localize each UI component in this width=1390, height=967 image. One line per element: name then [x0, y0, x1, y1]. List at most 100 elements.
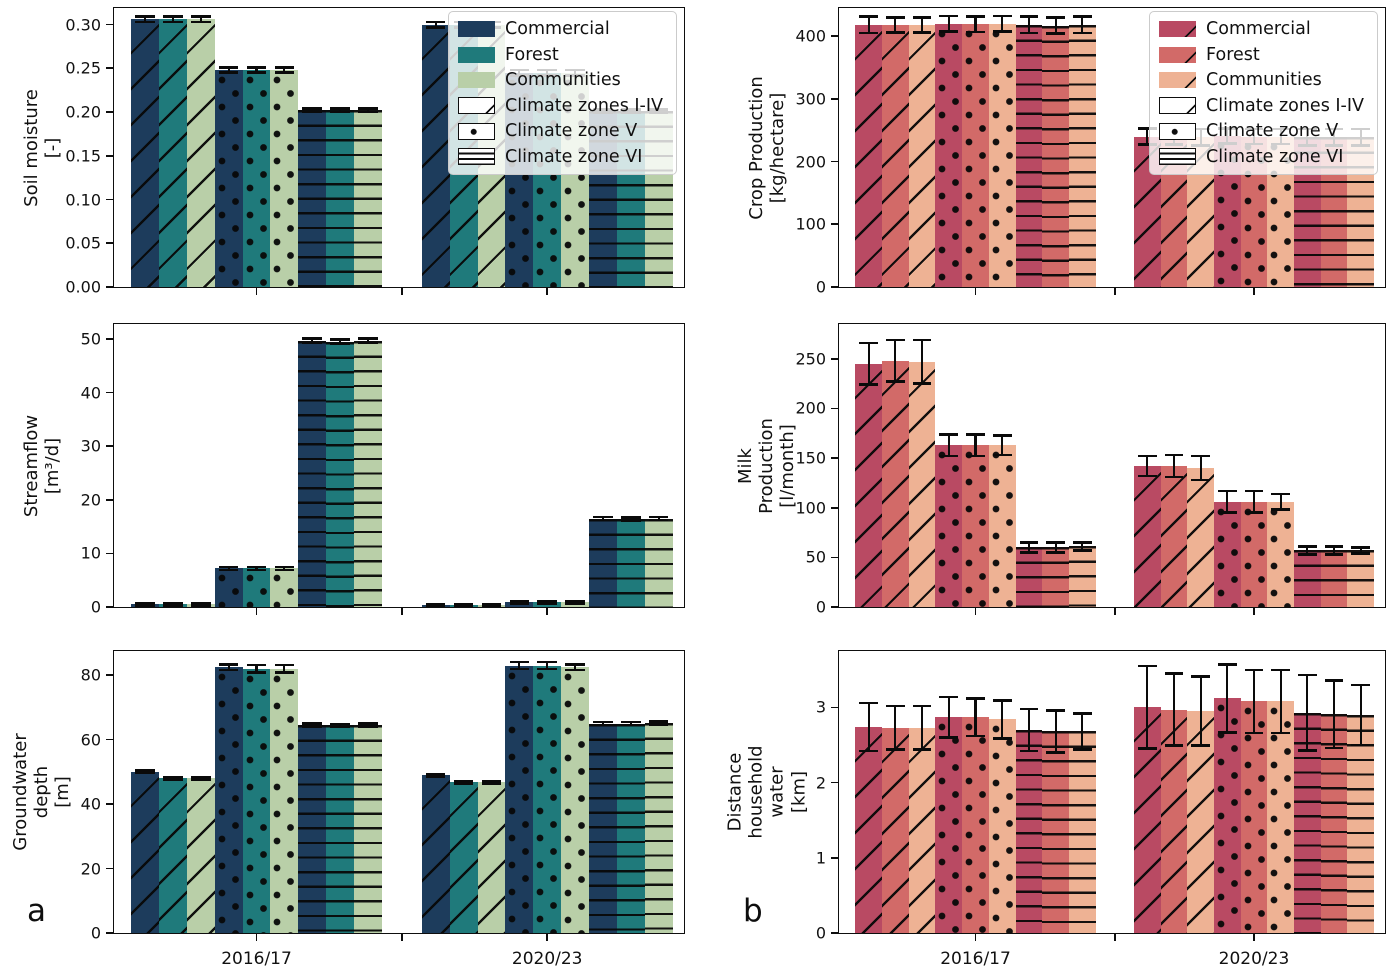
error-bar [894, 705, 897, 750]
y-tick [831, 706, 839, 709]
error-bar-cap [966, 697, 985, 700]
error-bar-cap [246, 670, 267, 674]
error-bar-cap [302, 107, 322, 110]
error-bar [283, 566, 286, 571]
error-bar-cap [565, 601, 585, 605]
error-bar-cap [1072, 748, 1092, 751]
error-bar [171, 16, 174, 22]
error-bar-cap [939, 454, 959, 458]
error-bar-cap [1137, 664, 1157, 668]
y-tick-label: 0.30 [65, 15, 101, 35]
error-bar-cap [912, 338, 932, 342]
error-bar-cap [1019, 15, 1039, 19]
error-bar [1359, 684, 1362, 745]
error-bar-cap [939, 736, 959, 739]
error-bar-cap [1046, 751, 1065, 754]
error-bar-cap [912, 16, 932, 19]
x-tick-label: 2020/23 [511, 949, 583, 967]
legend-hatch-swatch [1159, 122, 1197, 140]
error-bar-cap [246, 663, 267, 667]
streamflow-plot: 0 10 20 30 40 50 Streamflow [m³/d] [21, 323, 685, 617]
error-bar-cap [1217, 663, 1237, 666]
error-bar-cap [1244, 511, 1264, 514]
bar [242, 668, 271, 933]
error-bar [1027, 708, 1030, 752]
bar [449, 782, 478, 933]
error-bar-cap [191, 775, 211, 779]
bar [1213, 501, 1241, 607]
error-bar [1081, 16, 1084, 34]
error-bar-cap [1217, 730, 1237, 734]
y-tick [831, 357, 839, 360]
error-bar-cap [537, 667, 557, 671]
error-bar [366, 338, 369, 343]
error-bar [1027, 16, 1030, 34]
error-bar-cap [453, 603, 474, 606]
error-bar-cap [1072, 549, 1092, 552]
error-bar-cap [191, 601, 211, 605]
error-bar-cap [330, 722, 350, 726]
x-tick [255, 607, 258, 615]
error-bar-cap [163, 775, 183, 779]
bar [1068, 546, 1096, 607]
bar [1160, 466, 1188, 607]
y-tick [106, 674, 114, 676]
error-bar [1252, 669, 1255, 733]
y-tick-label: 60 [80, 730, 101, 750]
error-bar [339, 108, 342, 113]
bar [533, 665, 562, 933]
bar [1267, 701, 1294, 933]
error-bar-cap [302, 725, 322, 729]
y-tick-label: 50 [80, 329, 101, 349]
legend-label: Communities [1206, 70, 1322, 90]
error-bar-cap [1244, 731, 1264, 735]
bar [1320, 714, 1348, 933]
error-bar [1146, 128, 1149, 145]
error-bar-cap [425, 603, 446, 606]
bar [421, 24, 450, 287]
error-bar [1001, 16, 1004, 32]
legend-label: Commercial [1206, 19, 1311, 39]
error-bar-cap [1191, 675, 1210, 678]
error-bar [921, 17, 924, 33]
x-tick [401, 607, 403, 615]
error-bar-cap [966, 432, 985, 436]
bar [1187, 711, 1214, 933]
error-bar-cap [912, 382, 932, 385]
legend: Commercial Forest Communities Climate zones… [1149, 11, 1378, 175]
y-tick-label: 0.10 [65, 190, 101, 210]
error-bar-cap [1324, 545, 1344, 548]
y-tick [106, 67, 114, 70]
error-bar-cap [1137, 143, 1157, 146]
error-bar-cap [992, 736, 1012, 740]
error-bar-cap [1271, 508, 1290, 511]
error-bar-cap [425, 775, 446, 778]
error-bar-cap [425, 25, 446, 29]
error-bar-cap [1046, 709, 1065, 712]
panel-label-b: b [743, 893, 763, 929]
error-bar-cap [966, 454, 985, 458]
y-tick [831, 407, 839, 410]
bar [298, 110, 327, 287]
y-tick-label: 200 [795, 152, 826, 172]
bar [1042, 547, 1069, 607]
bar [298, 340, 327, 607]
bar [354, 110, 382, 287]
error-bar [311, 338, 314, 343]
error-bar-cap [1164, 475, 1184, 479]
error-bar-cap [886, 338, 905, 342]
y-axis-label: Milk Production [l/month] [735, 417, 799, 514]
bar [1347, 714, 1375, 933]
error-bar-cap [330, 110, 350, 114]
bar [644, 722, 673, 933]
bar [242, 568, 271, 607]
bar [1015, 24, 1043, 287]
bar [270, 70, 299, 287]
y-tick-label: 0 [90, 923, 101, 943]
error-bar-cap [1217, 511, 1237, 514]
error-bar-cap [302, 337, 322, 340]
error-bar-cap [1019, 707, 1039, 711]
panel-label-a: a [27, 893, 46, 929]
y-tick [106, 111, 114, 113]
